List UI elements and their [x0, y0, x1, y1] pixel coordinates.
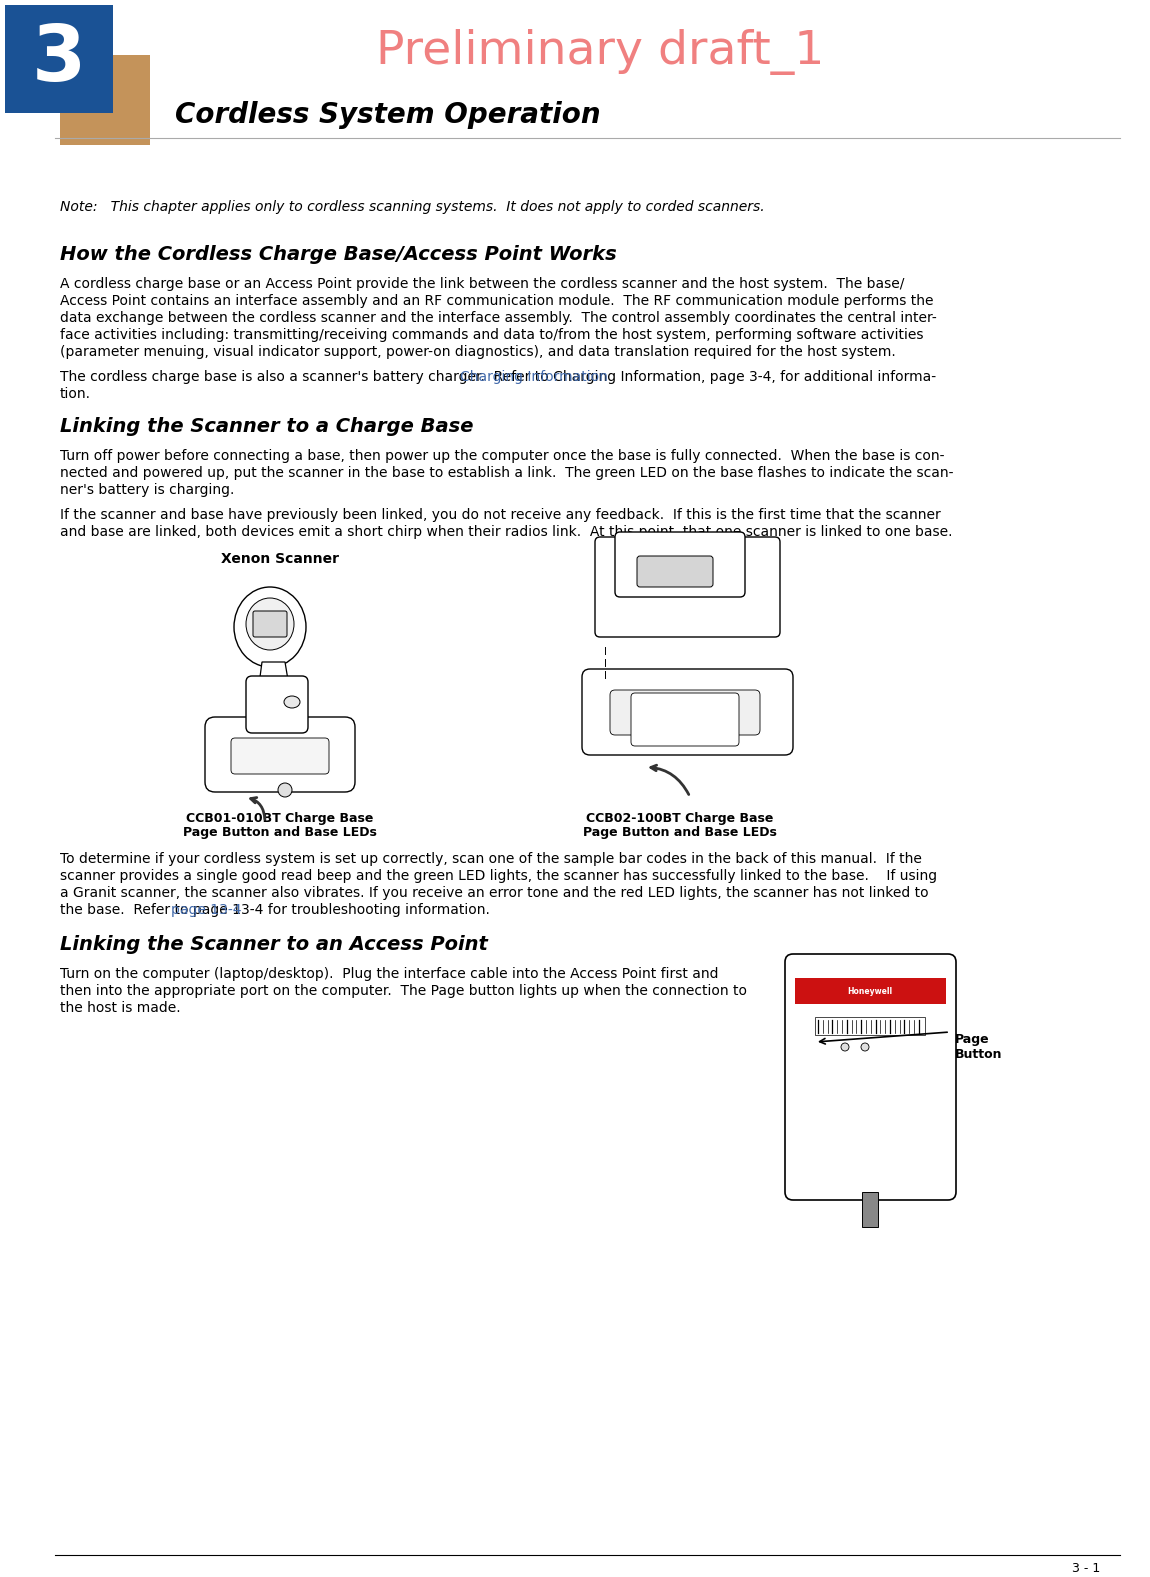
Text: Page Button and Base LEDs: Page Button and Base LEDs — [583, 826, 777, 839]
Ellipse shape — [284, 695, 300, 708]
FancyBboxPatch shape — [205, 718, 355, 792]
Text: a Granit scanner, the scanner also vibrates. If you receive an error tone and th: a Granit scanner, the scanner also vibra… — [60, 886, 929, 900]
Text: page 13-4: page 13-4 — [171, 904, 242, 916]
Text: Linking the Scanner to a Charge Base: Linking the Scanner to a Charge Base — [60, 416, 474, 435]
Text: Turn on the computer (laptop/desktop).  Plug the interface cable into the Access: Turn on the computer (laptop/desktop). P… — [60, 967, 719, 981]
Text: Preliminary draft_1: Preliminary draft_1 — [376, 28, 825, 76]
Text: ner's battery is charging.: ner's battery is charging. — [60, 483, 235, 497]
Text: Button: Button — [954, 1047, 1003, 1060]
Text: tion.: tion. — [60, 386, 91, 401]
Text: Charging Information: Charging Information — [460, 371, 607, 385]
Text: If the scanner and base have previously been linked, you do not receive any feed: If the scanner and base have previously … — [60, 508, 941, 522]
Text: Linking the Scanner to an Access Point: Linking the Scanner to an Access Point — [60, 935, 488, 954]
Text: Access Point contains an interface assembly and an RF communication module.  The: Access Point contains an interface assem… — [60, 293, 934, 308]
FancyBboxPatch shape — [253, 610, 288, 637]
Text: (parameter menuing, visual indicator support, power-on diagnostics), and data tr: (parameter menuing, visual indicator sup… — [60, 345, 896, 360]
Text: 3: 3 — [32, 21, 86, 98]
Text: Granit Scanner: Granit Scanner — [621, 552, 738, 566]
Text: Note:   This chapter applies only to cordless scanning systems.  It does not app: Note: This chapter applies only to cordl… — [60, 200, 765, 214]
Bar — [815, 1017, 925, 1035]
Text: CCB02-100BT Charge Base: CCB02-100BT Charge Base — [586, 812, 774, 825]
FancyBboxPatch shape — [582, 669, 793, 755]
FancyBboxPatch shape — [615, 531, 745, 598]
Circle shape — [841, 1042, 849, 1050]
Bar — [60, 55, 150, 145]
FancyBboxPatch shape — [246, 677, 308, 733]
Ellipse shape — [246, 598, 294, 650]
Text: the host is made.: the host is made. — [60, 1001, 181, 1016]
FancyBboxPatch shape — [595, 538, 780, 637]
Text: nected and powered up, put the scanner in the base to establish a link.  The gre: nected and powered up, put the scanner i… — [60, 465, 953, 479]
Text: scanner provides a single good read beep and the green LED lights, the scanner h: scanner provides a single good read beep… — [60, 869, 937, 883]
Text: To determine if your cordless system is set up correctly, scan one of the sample: To determine if your cordless system is … — [60, 852, 922, 866]
Circle shape — [861, 1042, 869, 1050]
Text: Xenon Scanner: Xenon Scanner — [221, 552, 339, 566]
FancyBboxPatch shape — [631, 692, 739, 746]
Bar — [5, 5, 113, 114]
Circle shape — [278, 784, 292, 796]
Text: How the Cordless Charge Base/Access Point Works: How the Cordless Charge Base/Access Poin… — [60, 244, 616, 263]
FancyBboxPatch shape — [231, 738, 329, 774]
Text: Honeywell: Honeywell — [848, 987, 892, 995]
Ellipse shape — [233, 587, 306, 667]
FancyBboxPatch shape — [785, 954, 956, 1200]
Bar — [795, 978, 946, 1005]
Polygon shape — [862, 1192, 877, 1227]
Text: The cordless charge base is also a scanner's battery charger.  Refer to Charging: The cordless charge base is also a scann… — [60, 371, 936, 385]
FancyBboxPatch shape — [637, 557, 713, 587]
Text: then into the appropriate port on the computer.  The Page button lights up when : then into the appropriate port on the co… — [60, 984, 747, 998]
Polygon shape — [258, 662, 290, 692]
Text: Turn off power before connecting a base, then power up the computer once the bas: Turn off power before connecting a base,… — [60, 449, 944, 464]
FancyBboxPatch shape — [610, 691, 760, 735]
Text: Page Button and Base LEDs: Page Button and Base LEDs — [183, 826, 377, 839]
Text: 3 - 1: 3 - 1 — [1072, 1561, 1101, 1574]
Text: A cordless charge base or an Access Point provide the link between the cordless : A cordless charge base or an Access Poin… — [60, 278, 904, 292]
Text: face activities including: transmitting/receiving commands and data to/from the : face activities including: transmitting/… — [60, 328, 923, 342]
Text: data exchange between the cordless scanner and the interface assembly.  The cont: data exchange between the cordless scann… — [60, 311, 937, 325]
Text: CCB01-010BT Charge Base: CCB01-010BT Charge Base — [186, 812, 374, 825]
Text: the base.  Refer to page 13-4 for troubleshooting information.: the base. Refer to page 13-4 for trouble… — [60, 904, 490, 916]
Text: Page: Page — [954, 1033, 990, 1047]
Text: and base are linked, both devices emit a short chirp when their radios link.  At: and base are linked, both devices emit a… — [60, 525, 952, 539]
Text: Cordless System Operation: Cordless System Operation — [175, 101, 600, 129]
